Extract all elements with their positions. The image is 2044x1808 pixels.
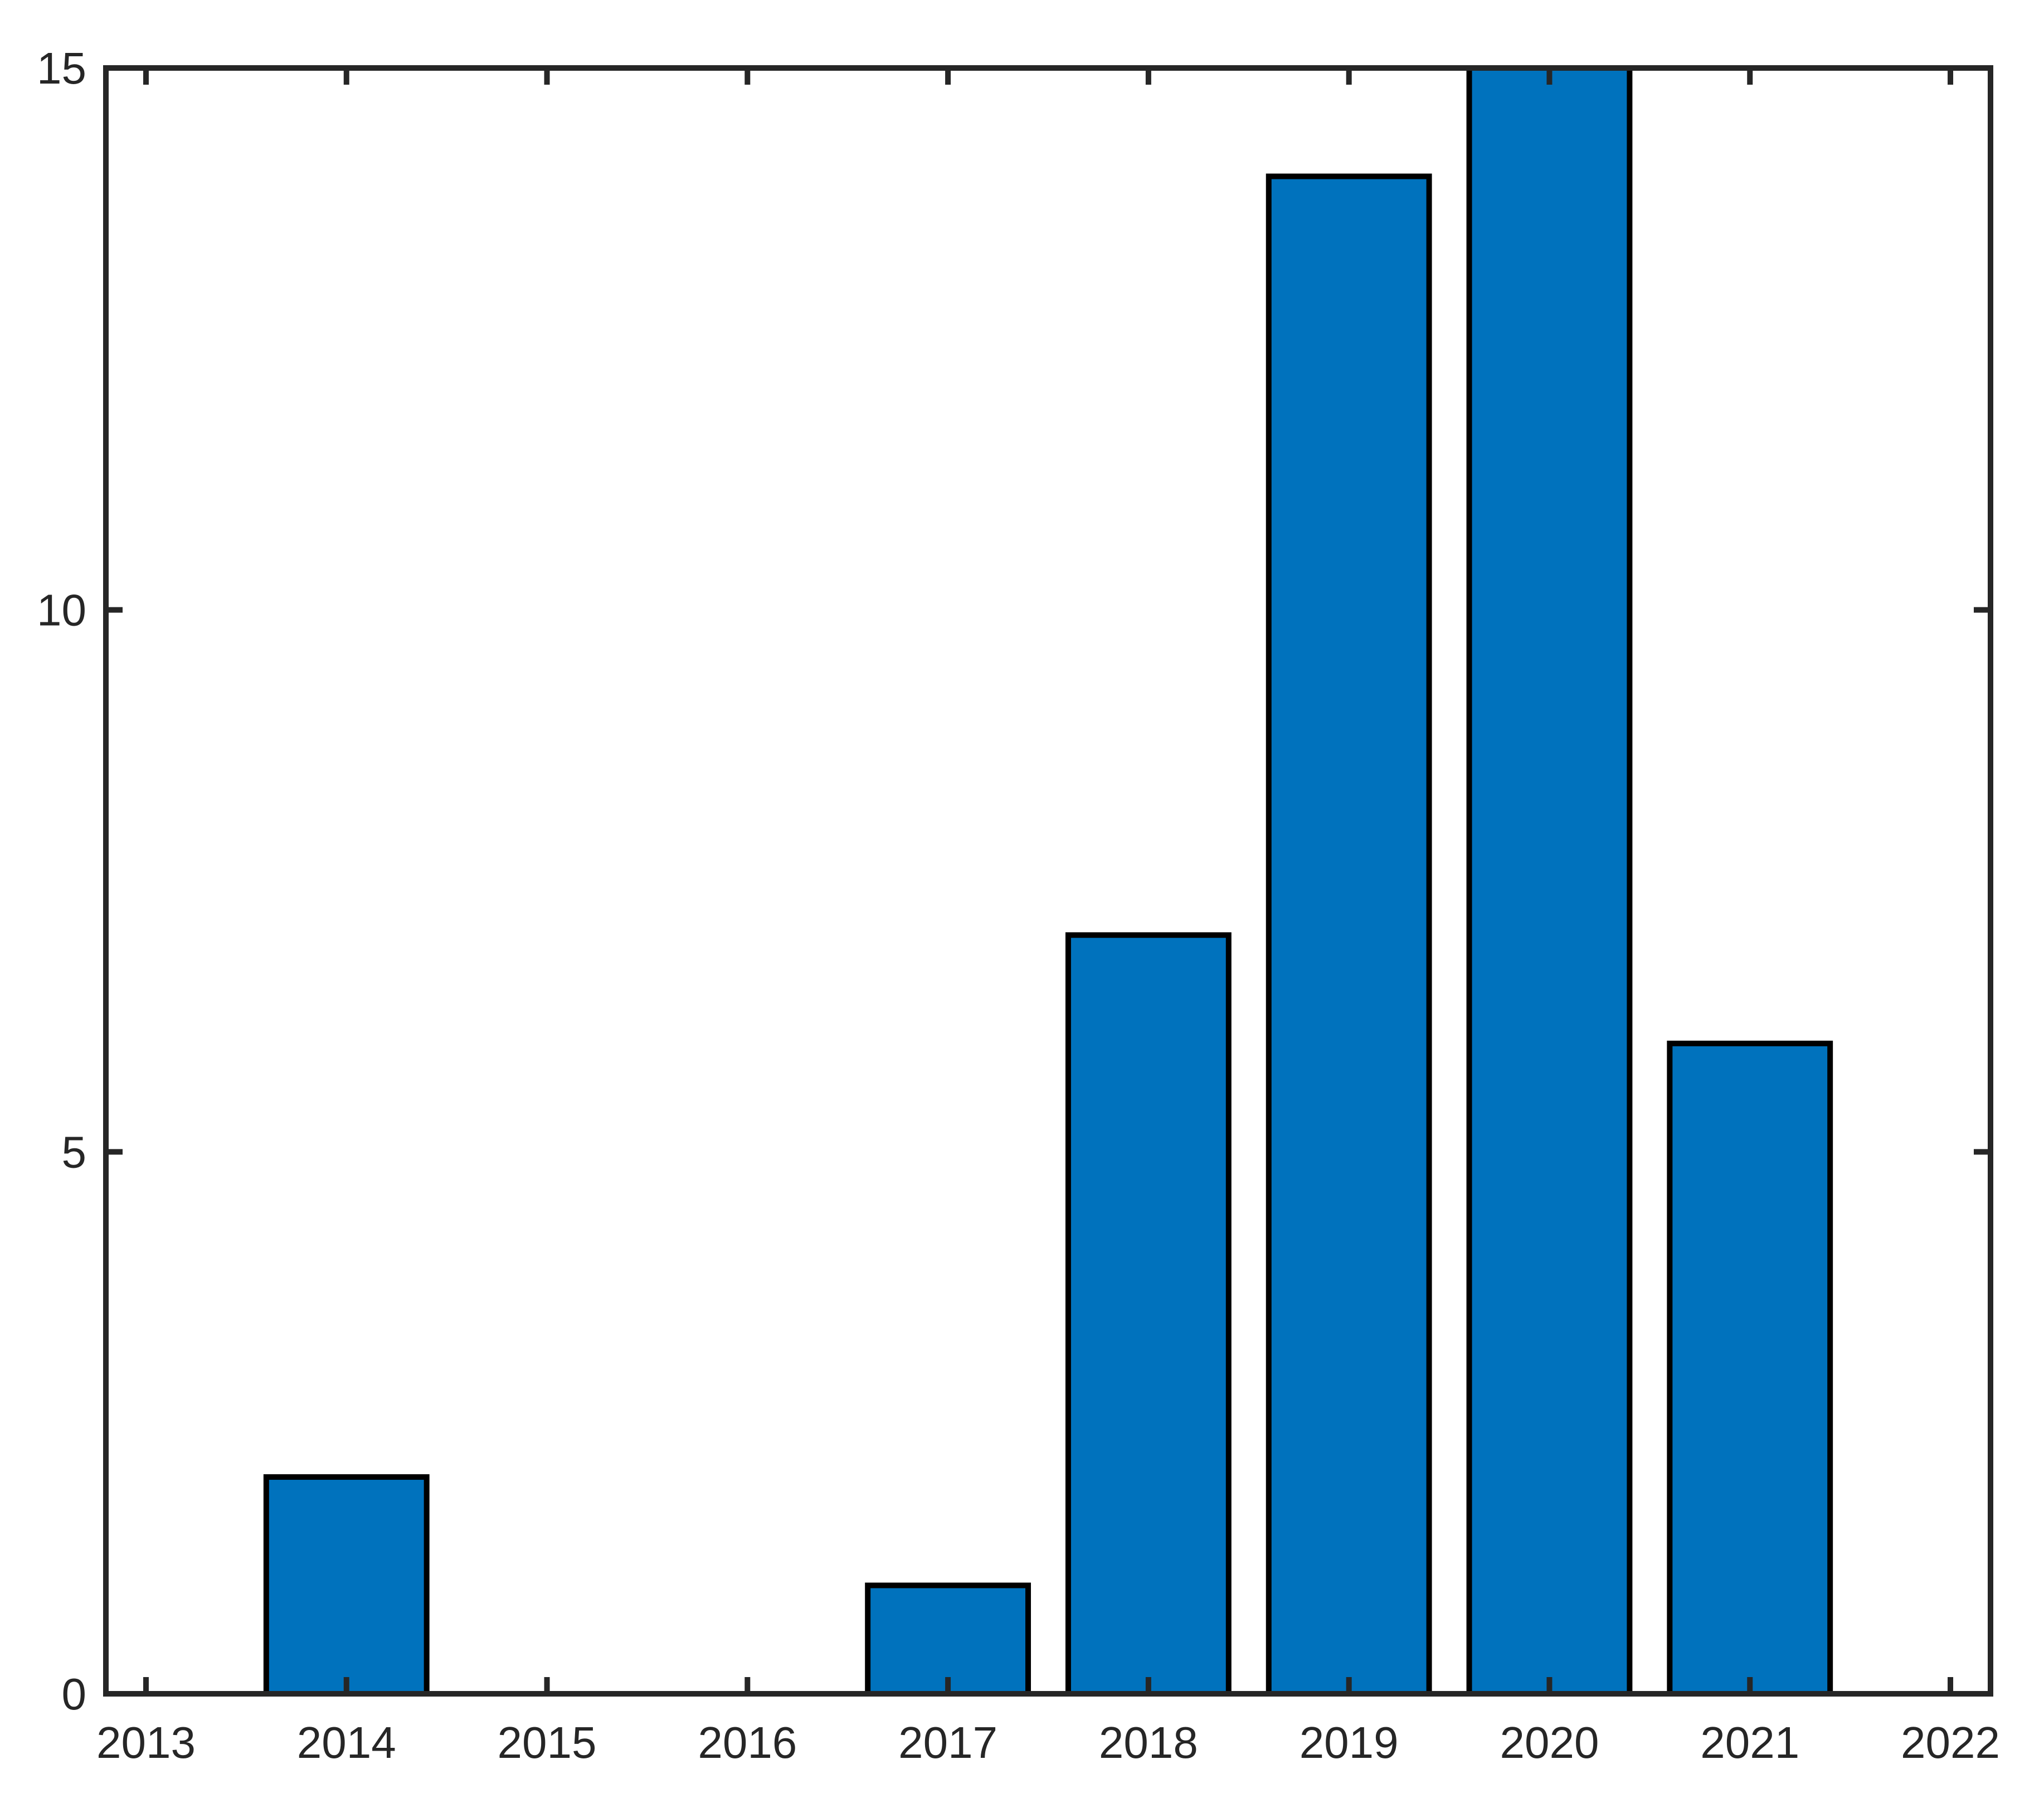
bar-2017 [865, 1582, 1031, 1697]
bar-2021 [1667, 1040, 1833, 1697]
x-tick-label-2017: 2017 [898, 1718, 997, 1767]
y-tick-label-5: 5 [62, 1127, 87, 1177]
x-tick-label-2016: 2016 [698, 1718, 797, 1767]
axes-box [103, 65, 1993, 1697]
x-tick-label-2019: 2019 [1300, 1718, 1399, 1767]
y-tick-label-0: 0 [62, 1669, 87, 1719]
x-tick-label-2021: 2021 [1700, 1718, 1799, 1767]
bar-2018 [1065, 932, 1232, 1697]
bar-2020 [1466, 65, 1633, 1697]
y-tick-label-10: 10 [37, 586, 86, 635]
bar-2019 [1266, 173, 1432, 1697]
bar-2014 [263, 1474, 430, 1697]
x-tick-label-2022: 2022 [1901, 1718, 2000, 1767]
y-tick-label-15: 15 [37, 43, 86, 93]
x-tick-label-2018: 2018 [1099, 1718, 1198, 1767]
x-tick-label-2013: 2013 [96, 1718, 196, 1767]
x-tick-label-2020: 2020 [1500, 1718, 1599, 1767]
x-tick-label-2014: 2014 [297, 1718, 396, 1767]
x-tick-label-2015: 2015 [498, 1718, 597, 1767]
